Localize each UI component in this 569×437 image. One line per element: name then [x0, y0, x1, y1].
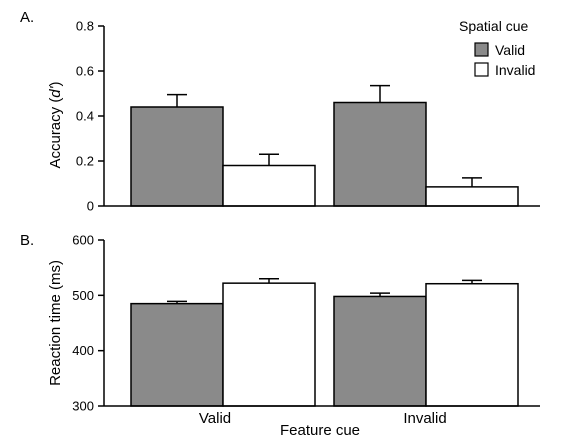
panel-a-bar-invalid-invalid: [425, 186, 519, 207]
panel-b-ylabel: Reaction time (ms): [47, 260, 64, 386]
panel-a-bars: [130, 84, 519, 207]
panel-a-label: A.: [20, 9, 34, 26]
panel-a: A. Accuracy (d') 0 0.2 0.4 0.6 0.8 Spatial c…: [20, 9, 540, 214]
legend-title: Spatial cue: [459, 18, 528, 34]
panel-a-bar-valid-invalid: [222, 164, 316, 207]
panel-b-y-tick-label: 300: [72, 399, 94, 414]
legend-label-invalid: Invalid: [495, 62, 535, 78]
x-category-label-invalid: Invalid: [403, 410, 446, 427]
panel-b-y-tick-label: 400: [72, 343, 94, 358]
panel-b: B. Reaction time (ms) 300 400 500 600 Valid…: [20, 232, 540, 437]
panel-a-y-tick-label: 0: [87, 199, 94, 214]
panel-b-xlabel: Feature cue: [280, 422, 360, 437]
legend-swatch-invalid: [474, 62, 489, 77]
panel-b-y-tick-label: 600: [72, 233, 94, 248]
panel-a-y-ticks: 0 0.2 0.4 0.6 0.8: [76, 19, 104, 214]
panel-b-label: B.: [20, 232, 34, 249]
legend-label-valid: Valid: [495, 42, 525, 58]
panel-b-bar-valid-valid: [130, 302, 224, 407]
panel-a-y-tick-label: 0.8: [76, 19, 94, 34]
legend: Spatial cue Valid Invalid: [459, 18, 535, 78]
panel-a-ylabel: Accuracy (d'): [47, 81, 64, 168]
x-category-label-valid: Valid: [199, 410, 231, 427]
panel-a-bar-valid-valid: [130, 106, 224, 207]
panel-a-y-tick-label: 0.2: [76, 154, 94, 169]
panel-b-y-ticks: 300 400 500 600: [72, 233, 104, 414]
panel-b-y-tick-label: 500: [72, 288, 94, 303]
panel-a-y-tick-label: 0.4: [76, 109, 94, 124]
panel-b-bars: [130, 277, 519, 407]
legend-swatch-valid: [474, 42, 489, 57]
panel-b-bar-invalid-invalid: [425, 282, 519, 407]
panel-a-y-tick-label: 0.6: [76, 64, 94, 79]
panel-a-bar-invalid-valid: [333, 101, 427, 207]
panel-b-bar-invalid-valid: [333, 295, 427, 407]
panel-b-bar-valid-invalid: [222, 282, 316, 407]
